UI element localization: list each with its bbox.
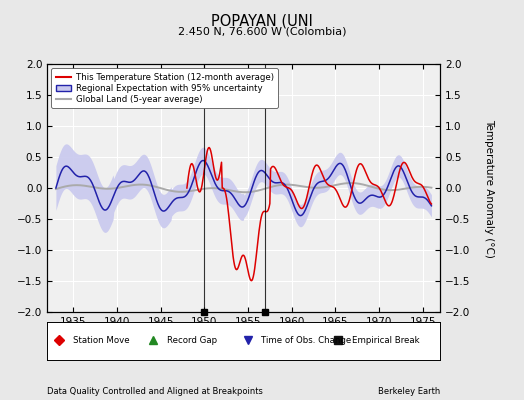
Text: Berkeley Earth: Berkeley Earth: [378, 387, 440, 396]
Text: 2.450 N, 76.600 W (Colombia): 2.450 N, 76.600 W (Colombia): [178, 26, 346, 36]
Text: POPAYAN (UNI: POPAYAN (UNI: [211, 14, 313, 29]
Text: Record Gap: Record Gap: [167, 336, 217, 345]
Legend: This Temperature Station (12-month average), Regional Expectation with 95% uncer: This Temperature Station (12-month avera…: [51, 68, 278, 108]
Text: Data Quality Controlled and Aligned at Breakpoints: Data Quality Controlled and Aligned at B…: [47, 387, 263, 396]
Text: Station Move: Station Move: [73, 336, 129, 345]
Text: Empirical Break: Empirical Break: [352, 336, 419, 345]
Text: Time of Obs. Change: Time of Obs. Change: [261, 336, 352, 345]
Y-axis label: Temperature Anomaly (°C): Temperature Anomaly (°C): [484, 118, 494, 258]
